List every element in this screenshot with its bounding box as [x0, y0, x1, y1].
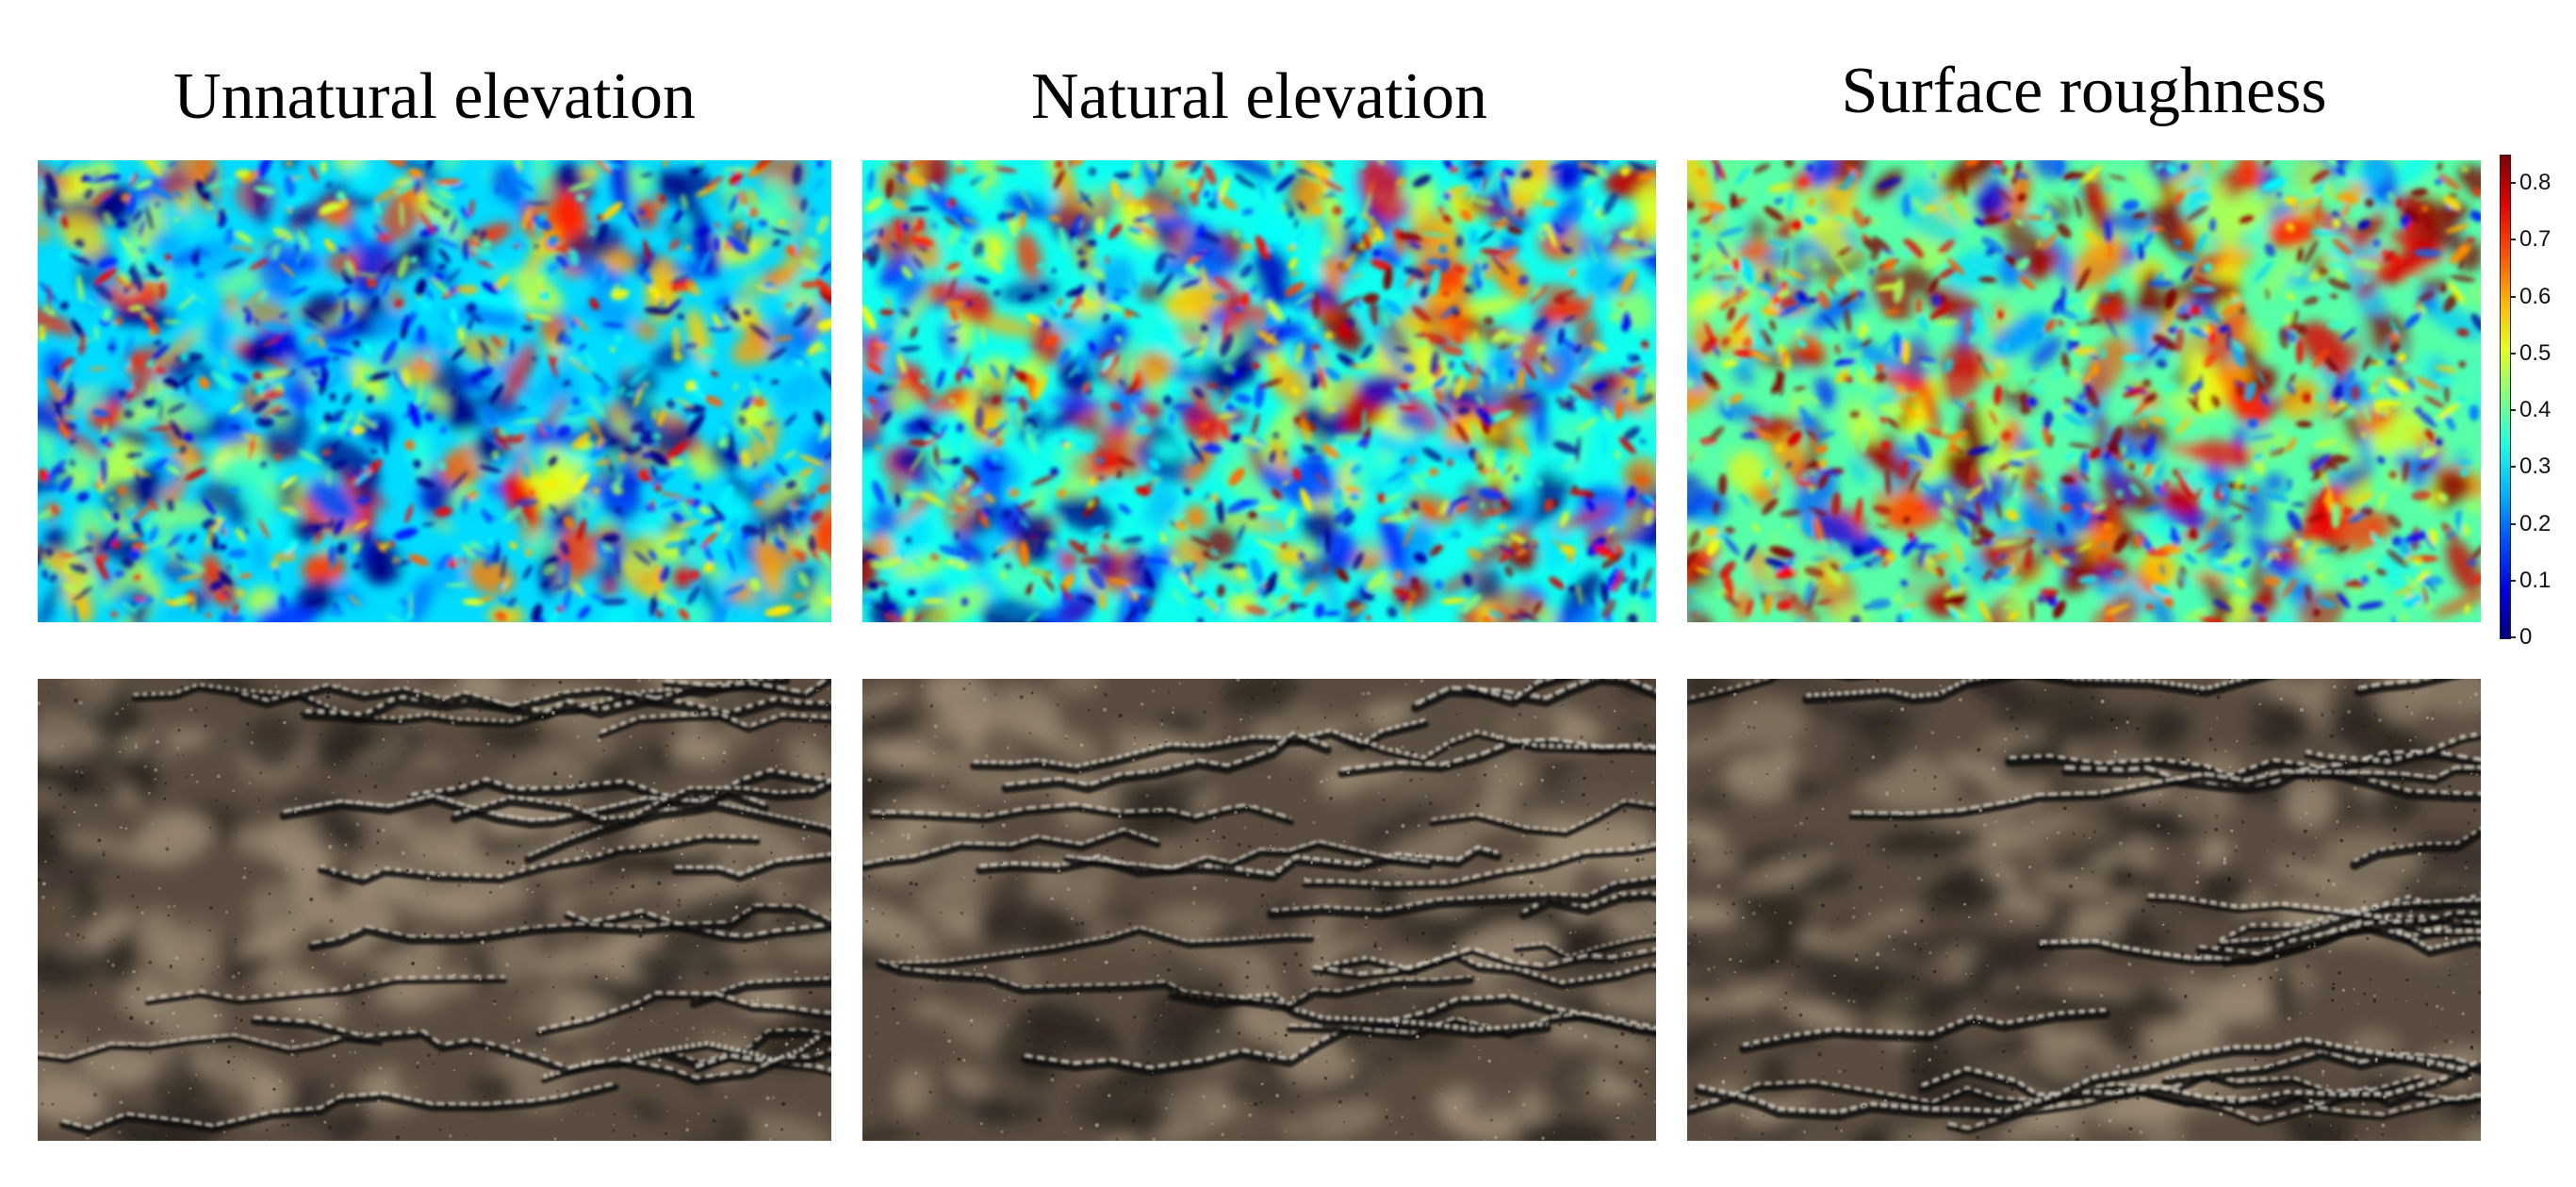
heatmap-surface-roughness	[1687, 160, 2481, 622]
rock-ridge-layer	[862, 679, 1656, 1076]
colorbar-tick-label: 0.4	[2519, 397, 2551, 423]
colorbar-tick-label: 0.3	[2519, 453, 2551, 480]
heatmap-unnatural-elevation-image	[38, 160, 831, 622]
render-surface-roughness	[1687, 679, 2481, 1141]
colorbar-tick-mark	[2510, 636, 2516, 638]
colorbar-tick-mark	[2510, 579, 2516, 582]
title-surface-roughness: Surface roughness	[1841, 55, 2327, 127]
heatmap-surface-roughness-image	[1687, 160, 2481, 622]
colorbar-tick-mark	[2510, 352, 2516, 354]
rock-speckle-layer	[862, 679, 1656, 1141]
heatmap-unnatural-elevation	[38, 160, 831, 622]
colorbar-gradient	[2500, 155, 2511, 639]
render-natural-elevation-image	[862, 679, 1656, 1141]
heatmap-coarse-layer	[38, 160, 831, 622]
colorbar-tick-mark	[2510, 522, 2516, 525]
heatmap-fine-layer	[38, 160, 831, 622]
colorbar-tick-label: 0	[2519, 624, 2533, 650]
rock-ridge-layer	[1687, 679, 2481, 1134]
colorbar-tick-mark	[2510, 182, 2516, 185]
colorbar: 0 0.1 0.2 0.3 0.4 0.5 0.6 0.7 0.8	[2500, 155, 2575, 649]
colorbar-tick-mark	[2510, 239, 2516, 241]
render-surface-roughness-image	[1687, 679, 2481, 1141]
colorbar-tick-label: 0.5	[2519, 339, 2551, 366]
render-unnatural-elevation-image	[38, 679, 831, 1141]
colorbar-tick-mark	[2510, 409, 2516, 412]
render-natural-elevation	[862, 679, 1656, 1141]
title-natural-elevation: Natural elevation	[1031, 60, 1487, 133]
render-unnatural-elevation	[38, 679, 831, 1141]
colorbar-tick-label: 0.6	[2519, 283, 2551, 309]
rock-speckle-layer	[38, 679, 831, 1141]
colorbar-tick-label: 0.2	[2519, 510, 2551, 536]
heatmap-natural-elevation-image	[862, 160, 1656, 622]
heatmap-fine-layer	[1687, 160, 2481, 622]
colorbar-tick-label: 0.7	[2519, 226, 2551, 253]
heatmap-fine-layer	[862, 160, 1656, 622]
colorbar-tick-label: 0.1	[2519, 567, 2551, 593]
colorbar-tick-mark	[2510, 295, 2516, 298]
rock-shading-layer	[862, 679, 1656, 1141]
rock-speckle-layer	[1687, 679, 2481, 1141]
heatmap-natural-elevation	[862, 160, 1656, 622]
colorbar-tick-mark	[2510, 466, 2516, 469]
colorbar-tick-label: 0.8	[2519, 170, 2551, 196]
title-unnatural-elevation: Unnatural elevation	[173, 60, 696, 133]
rock-ridge-layer	[38, 679, 831, 1136]
